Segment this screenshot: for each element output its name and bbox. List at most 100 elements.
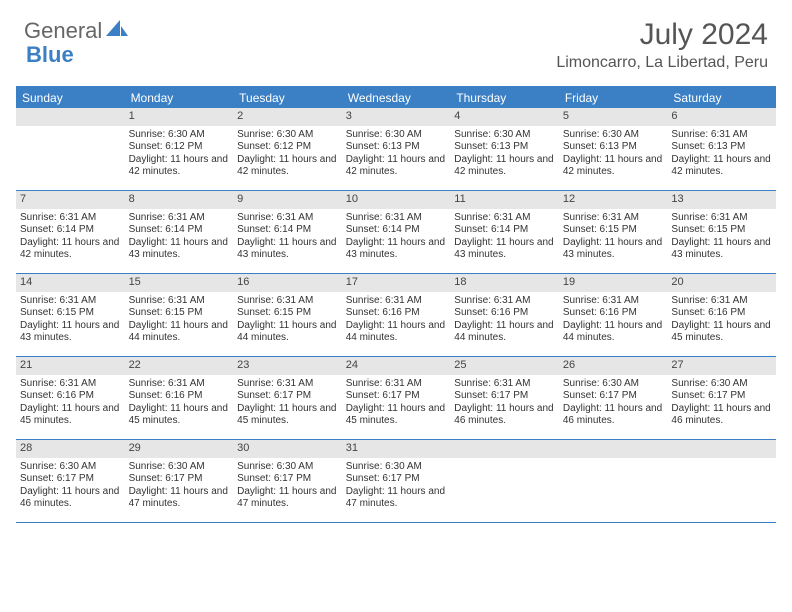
day-cell: 20 Sunrise: 6:31 AMSunset: 6:16 PMDayligh…	[667, 274, 776, 356]
day-number: 7	[16, 191, 125, 209]
day-cell: 14Sunrise: 6:31 AMSunset: 6:15 PMDayligh…	[16, 274, 125, 356]
day-details: Sunrise: 6:31 AMSunset: 6:15 PMDaylight:…	[129, 295, 230, 345]
day-header: Friday	[559, 88, 668, 108]
day-cell: 27Sunrise: 6:30 AMSunset: 6:17 PMDayligh…	[667, 357, 776, 439]
day-number: 28	[16, 440, 125, 458]
day-number: 27	[667, 357, 776, 375]
day-details: Sunrise: 6:30 AMSunset: 6:17 PMDaylight:…	[563, 378, 664, 428]
day-number: 21	[16, 357, 125, 375]
day-details: Sunrise: 6:31 AMSunset: 6:13 PMDaylight:…	[671, 129, 772, 179]
day-number	[559, 440, 668, 458]
day-number: 3	[342, 108, 451, 126]
day-number: 15	[125, 274, 234, 292]
day-number: 2	[233, 108, 342, 126]
day-number: 1	[125, 108, 234, 126]
day-details: Sunrise: 6:30 AMSunset: 6:13 PMDaylight:…	[346, 129, 447, 179]
day-cell: 28 Sunrise: 6:30 AMSunset: 6:17 PMDayligh…	[16, 440, 125, 522]
day-cell: 25Sunrise: 6:31 AMSunset: 6:17 PMDayligh…	[450, 357, 559, 439]
day-details: Sunrise: 6:31 AMSunset: 6:14 PMDaylight:…	[129, 212, 230, 262]
day-cell: 19 Sunrise: 6:31 AMSunset: 6:16 PMDayligh…	[559, 274, 668, 356]
day-cell: 11 Sunrise: 6:31 AMSunset: 6:14 PMDayligh…	[450, 191, 559, 273]
header: General July 2024 Limoncarro, La Liberta…	[0, 0, 792, 76]
week-row: 14Sunrise: 6:31 AMSunset: 6:15 PMDayligh…	[16, 274, 776, 357]
day-number: 6	[667, 108, 776, 126]
day-cell: 16 Sunrise: 6:31 AMSunset: 6:15 PMDayligh…	[233, 274, 342, 356]
calendar-body: 1Sunrise: 6:30 AMSunset: 6:12 PMDaylight…	[16, 108, 776, 523]
day-cell: 29 Sunrise: 6:30 AMSunset: 6:17 PMDayligh…	[125, 440, 234, 522]
day-details: Sunrise: 6:30 AMSunset: 6:13 PMDaylight:…	[563, 129, 664, 179]
day-details: Sunrise: 6:31 AMSunset: 6:16 PMDaylight:…	[20, 378, 121, 428]
day-cell: 10Sunrise: 6:31 AMSunset: 6:14 PMDayligh…	[342, 191, 451, 273]
day-details: Sunrise: 6:31 AMSunset: 6:17 PMDaylight:…	[454, 378, 555, 428]
day-cell: 5 Sunrise: 6:30 AMSunset: 6:13 PMDaylight…	[559, 108, 668, 190]
day-details: Sunrise: 6:31 AMSunset: 6:16 PMDaylight:…	[671, 295, 772, 345]
day-header: Wednesday	[342, 88, 451, 108]
brand-part2: Blue	[26, 42, 74, 67]
day-number: 24	[342, 357, 451, 375]
day-number	[450, 440, 559, 458]
day-cell: 17 Sunrise: 6:31 AMSunset: 6:16 PMDayligh…	[342, 274, 451, 356]
title-block: July 2024 Limoncarro, La Libertad, Peru	[556, 18, 768, 72]
day-number: 22	[125, 357, 234, 375]
day-number: 13	[667, 191, 776, 209]
day-details: Sunrise: 6:31 AMSunset: 6:17 PMDaylight:…	[346, 378, 447, 428]
day-details: Sunrise: 6:31 AMSunset: 6:15 PMDaylight:…	[671, 212, 772, 262]
day-cell: 24 Sunrise: 6:31 AMSunset: 6:17 PMDayligh…	[342, 357, 451, 439]
day-cell	[450, 440, 559, 522]
day-number: 31	[342, 440, 451, 458]
day-number: 23	[233, 357, 342, 375]
week-row: 1Sunrise: 6:30 AMSunset: 6:12 PMDaylight…	[16, 108, 776, 191]
day-number: 12	[559, 191, 668, 209]
day-details: Sunrise: 6:31 AMSunset: 6:15 PMDaylight:…	[237, 295, 338, 345]
day-header: Monday	[125, 88, 234, 108]
day-details: Sunrise: 6:31 AMSunset: 6:14 PMDaylight:…	[20, 212, 121, 262]
day-details: Sunrise: 6:30 AMSunset: 6:13 PMDaylight:…	[454, 129, 555, 179]
day-details: Sunrise: 6:30 AMSunset: 6:17 PMDaylight:…	[237, 461, 338, 511]
day-cell: 9Sunrise: 6:31 AMSunset: 6:14 PMDaylight…	[233, 191, 342, 273]
day-details: Sunrise: 6:30 AMSunset: 6:17 PMDaylight:…	[346, 461, 447, 511]
day-number	[16, 108, 125, 126]
day-cell: 12 Sunrise: 6:31 AMSunset: 6:15 PMDayligh…	[559, 191, 668, 273]
day-header: Saturday	[667, 88, 776, 108]
day-details: Sunrise: 6:31 AMSunset: 6:16 PMDaylight:…	[563, 295, 664, 345]
day-number: 17	[342, 274, 451, 292]
day-cell: 2 Sunrise: 6:30 AMSunset: 6:12 PMDaylight…	[233, 108, 342, 190]
day-number: 4	[450, 108, 559, 126]
day-number: 16	[233, 274, 342, 292]
day-number: 29	[125, 440, 234, 458]
day-cell	[559, 440, 668, 522]
day-details: Sunrise: 6:30 AMSunset: 6:12 PMDaylight:…	[237, 129, 338, 179]
day-number: 11	[450, 191, 559, 209]
day-cell: 6 Sunrise: 6:31 AMSunset: 6:13 PMDaylight…	[667, 108, 776, 190]
day-cell: 3 Sunrise: 6:30 AMSunset: 6:13 PMDaylight…	[342, 108, 451, 190]
location-text: Limoncarro, La Libertad, Peru	[556, 54, 768, 72]
day-details: Sunrise: 6:31 AMSunset: 6:14 PMDaylight:…	[346, 212, 447, 262]
day-header-row: SundayMondayTuesdayWednesdayThursdayFrid…	[16, 88, 776, 108]
day-cell: 15 Sunrise: 6:31 AMSunset: 6:15 PMDayligh…	[125, 274, 234, 356]
day-number: 9	[233, 191, 342, 209]
day-details: Sunrise: 6:31 AMSunset: 6:16 PMDaylight:…	[346, 295, 447, 345]
day-details: Sunrise: 6:30 AMSunset: 6:17 PMDaylight:…	[20, 461, 121, 511]
day-cell: 7 Sunrise: 6:31 AMSunset: 6:14 PMDaylight…	[16, 191, 125, 273]
day-details: Sunrise: 6:31 AMSunset: 6:14 PMDaylight:…	[454, 212, 555, 262]
day-cell	[667, 440, 776, 522]
day-number: 20	[667, 274, 776, 292]
day-cell: 13 Sunrise: 6:31 AMSunset: 6:15 PMDayligh…	[667, 191, 776, 273]
day-cell: 1Sunrise: 6:30 AMSunset: 6:12 PMDaylight…	[125, 108, 234, 190]
day-details: Sunrise: 6:31 AMSunset: 6:17 PMDaylight:…	[237, 378, 338, 428]
day-cell: 26Sunrise: 6:30 AMSunset: 6:17 PMDayligh…	[559, 357, 668, 439]
day-number: 30	[233, 440, 342, 458]
day-details: Sunrise: 6:31 AMSunset: 6:15 PMDaylight:…	[563, 212, 664, 262]
day-cell: 21 Sunrise: 6:31 AMSunset: 6:16 PMDayligh…	[16, 357, 125, 439]
week-row: 21 Sunrise: 6:31 AMSunset: 6:16 PMDayligh…	[16, 357, 776, 440]
week-row: 28Sunrise: 6:30 AMSunset: 6:17 PMDayligh…	[16, 440, 776, 523]
day-number: 5	[559, 108, 668, 126]
month-title: July 2024	[556, 18, 768, 52]
day-details: Sunrise: 6:30 AMSunset: 6:17 PMDaylight:…	[129, 461, 230, 511]
day-number: 19	[559, 274, 668, 292]
day-number: 18	[450, 274, 559, 292]
brand-part1: General	[24, 18, 102, 44]
brand-logo: General	[24, 18, 128, 44]
day-cell: 18Sunrise: 6:31 AMSunset: 6:16 PMDayligh…	[450, 274, 559, 356]
day-number: 14	[16, 274, 125, 292]
